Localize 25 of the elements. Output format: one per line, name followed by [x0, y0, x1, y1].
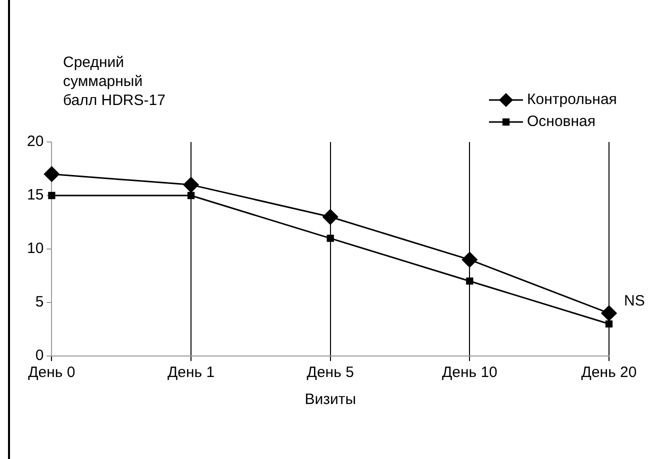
- point: [605, 320, 613, 328]
- point: [48, 192, 56, 200]
- x-tick-label: День 10: [442, 364, 498, 382]
- legend-label: Основная: [527, 113, 596, 130]
- y-tick-label: 5: [35, 294, 44, 311]
- x-axis-title: Визиты: [304, 391, 356, 408]
- point: [44, 166, 60, 182]
- x-tick-label: День 0: [28, 364, 76, 382]
- y-axis-title: Средний суммарный балл HDRS-17: [63, 54, 166, 110]
- x-tick-label: День 5: [306, 364, 354, 382]
- legend-label: Контрольная: [527, 91, 617, 108]
- point: [466, 278, 474, 285]
- y-tick-label: 15: [26, 186, 44, 204]
- y-tick-label: 20: [26, 133, 44, 150]
- y-tick-label: 10: [26, 240, 44, 258]
- y-tick-label: 0: [35, 347, 44, 364]
- annotation: NS: [624, 292, 645, 310]
- point: [187, 192, 195, 200]
- point: [322, 209, 338, 225]
- point: [326, 234, 334, 242]
- x-tick-label: День 20: [581, 364, 637, 382]
- point: [462, 252, 478, 268]
- point: [183, 177, 199, 193]
- x-tick-label: День 1: [167, 364, 215, 382]
- point: [601, 305, 617, 321]
